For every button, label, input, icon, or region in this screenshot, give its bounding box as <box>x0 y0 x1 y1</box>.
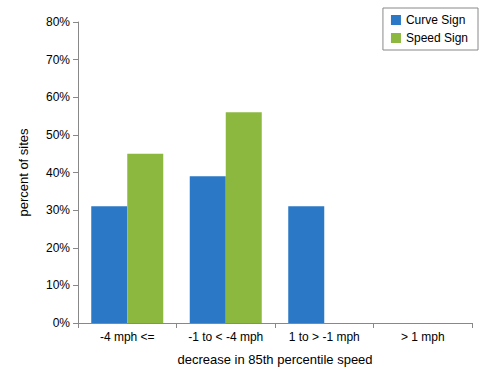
svg-text:60%: 60% <box>46 90 70 104</box>
svg-text:percent of sites: percent of sites <box>16 128 31 217</box>
svg-text:70%: 70% <box>46 53 70 67</box>
svg-text:Curve Sign: Curve Sign <box>406 13 465 27</box>
svg-text:> 1 mph: > 1 mph <box>401 330 445 344</box>
svg-text:10%: 10% <box>46 278 70 292</box>
svg-text:Speed Sign: Speed Sign <box>406 31 468 45</box>
svg-text:-1 to < -4 mph: -1 to < -4 mph <box>188 330 263 344</box>
svg-text:30%: 30% <box>46 203 70 217</box>
svg-text:40%: 40% <box>46 166 70 180</box>
svg-text:50%: 50% <box>46 128 70 142</box>
svg-text:80%: 80% <box>46 15 70 29</box>
svg-text:decrease in 85th percentile sp: decrease in 85th percentile speed <box>177 352 372 367</box>
svg-text:1 to > -1 mph: 1 to > -1 mph <box>289 330 360 344</box>
svg-text:-4 mph <=: -4 mph <= <box>100 330 155 344</box>
svg-text:0%: 0% <box>53 316 71 330</box>
svg-text:20%: 20% <box>46 241 70 255</box>
